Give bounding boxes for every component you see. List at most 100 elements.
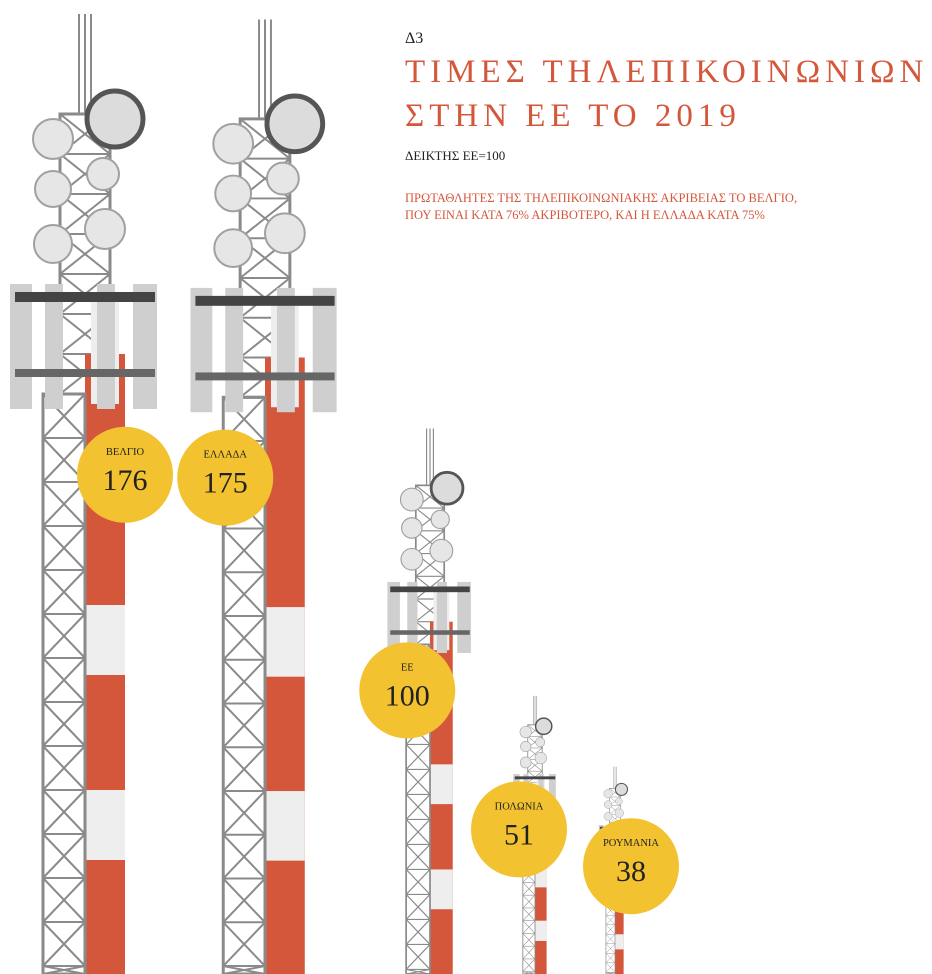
panel-bar [390,630,470,635]
antenna-panel [10,284,32,409]
lattice-brace [405,819,431,845]
annotation: ΠΡΩΤΑΘΛΗΤΕΣ ΤΗΣ ΤΗΛΕΠΙΚΟΙΝΩΝΙΑΚΗΣ ΑΚΡΙΒΕ… [405,191,798,222]
dish [535,737,546,748]
dish [400,547,424,571]
lattice-brace [222,746,266,792]
pole-band [265,791,305,861]
lattice-brace [42,921,86,967]
lattice-brace [405,919,431,945]
dish [264,212,306,255]
lattice-brace [527,747,543,760]
value-disc [359,642,456,739]
antenna-panel [436,581,448,653]
value-label: 175 [203,467,248,500]
lattice-brace [222,877,266,923]
lattice-brace [42,437,86,483]
lattice-brace [42,481,86,527]
category-label: ΡΟΥΜΑΝΙΑ [603,838,659,849]
panel-bar [195,372,335,381]
dish [614,782,629,796]
lattice-brace [405,844,431,870]
lattice-brace [42,569,86,615]
dish [429,538,454,563]
antenna-panel [548,774,556,811]
category-label: ΕΛΛΑΔΑ [203,450,247,461]
lattice-brace [222,790,266,836]
value-disc [77,426,173,523]
lattice-brace [42,965,86,974]
value-label: 51 [504,818,534,851]
value-disc [177,429,274,526]
value-label: 100 [385,679,430,712]
pole-band [430,869,453,910]
lattice-brace [522,920,536,934]
pole-band [265,607,305,677]
category-label: ΒΕΛΓΙΟ [106,447,145,458]
lattice-brace [605,934,616,944]
dish [34,170,72,208]
lattice-brace [42,701,86,747]
dish [401,517,423,539]
pole-band [85,790,125,860]
panel-bar [15,369,155,377]
lattice-brace [42,657,86,703]
lattice-brace [222,527,266,573]
antenna-panel [407,581,418,653]
dish [399,487,424,512]
value-disc [471,781,567,878]
lattice-brace [522,933,536,947]
category-label: ΠΟΛΩΝΙΑ [495,801,544,812]
value-disc [583,818,679,915]
value-label: 176 [103,464,148,497]
lattice-brace [605,943,616,954]
lattice-brace [405,769,431,795]
dish [615,797,623,805]
panel-bar [195,295,335,306]
lattice-brace [522,882,536,896]
antenna-panel [190,287,213,413]
lattice-brace [405,744,431,770]
lattice-brace [222,834,266,880]
lattice-brace [522,907,536,921]
dish [213,228,254,269]
lattice-brace [605,915,616,925]
antenna-panel [133,284,157,409]
pole-band [85,605,125,675]
lattice-brace [415,530,445,554]
lattice-brace [42,833,86,879]
lattice-brace [522,894,536,909]
lattice-brace [42,789,86,835]
lattice-brace [222,702,266,748]
lattice-brace [406,968,431,974]
dish [212,122,255,165]
lattice-brace [222,571,266,617]
dish [33,224,73,264]
dish [86,157,120,191]
lattice-brace [223,965,266,974]
dish [603,789,613,799]
lattice-brace [405,894,431,920]
antenna-panel [457,581,471,653]
chart-title: ΤΙΜΕΣ ΤΗΛΕΠΙΚΟΙΝΩΝΙΩΝ ΣΤΗΝ ΕΕ ΤΟ 2019 [405,54,929,134]
dish [603,800,613,809]
dish [84,88,146,150]
lattice-brace [605,962,616,973]
dish [265,161,300,196]
dish [534,717,553,736]
lattice-brace [42,393,86,439]
dish [519,756,532,769]
lattice-brace [59,193,111,235]
figure-label: Δ3 [405,30,424,47]
pole-band [615,934,624,950]
lattice-brace [405,869,431,895]
lattice-brace [605,924,616,935]
lattice-brace [222,659,266,705]
pole-band [535,920,547,941]
antenna-panel [45,284,63,409]
antenna-panel [97,284,115,409]
dish [519,725,532,739]
antenna-panel [276,287,295,413]
value-label: 38 [616,855,646,888]
